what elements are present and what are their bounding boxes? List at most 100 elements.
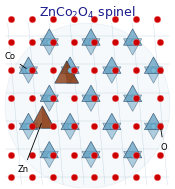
- Point: [48, 153, 51, 156]
- Text: ZnCo$_2$O$_4$ spinel: ZnCo$_2$O$_4$ spinel: [39, 4, 136, 21]
- Polygon shape: [124, 151, 142, 168]
- Point: [31, 18, 33, 21]
- Polygon shape: [82, 95, 100, 111]
- Point: [93, 125, 96, 128]
- Point: [31, 153, 33, 156]
- Point: [72, 18, 75, 21]
- Polygon shape: [30, 106, 54, 128]
- Point: [72, 153, 75, 156]
- Point: [31, 97, 33, 100]
- Polygon shape: [124, 141, 142, 158]
- Point: [10, 176, 12, 179]
- Point: [110, 69, 113, 72]
- Polygon shape: [82, 29, 100, 45]
- Point: [131, 97, 134, 100]
- Ellipse shape: [5, 23, 170, 188]
- Point: [31, 125, 33, 128]
- Polygon shape: [19, 57, 38, 73]
- Point: [10, 125, 12, 128]
- Point: [10, 69, 12, 72]
- Polygon shape: [144, 67, 163, 83]
- Point: [114, 153, 117, 156]
- Point: [93, 176, 96, 179]
- Point: [114, 18, 117, 21]
- Point: [114, 125, 117, 128]
- Point: [159, 125, 162, 128]
- Point: [135, 97, 138, 100]
- Point: [93, 97, 96, 100]
- Polygon shape: [19, 67, 38, 83]
- Point: [51, 176, 54, 179]
- Polygon shape: [61, 67, 79, 83]
- Point: [51, 18, 54, 21]
- Point: [69, 69, 72, 72]
- Point: [51, 40, 54, 43]
- Point: [93, 40, 96, 43]
- Polygon shape: [61, 57, 79, 73]
- Point: [93, 69, 96, 72]
- Point: [90, 97, 92, 100]
- Point: [114, 40, 117, 43]
- Point: [51, 125, 54, 128]
- Polygon shape: [103, 123, 121, 139]
- Polygon shape: [124, 29, 142, 45]
- Point: [51, 153, 54, 156]
- Point: [159, 69, 162, 72]
- Polygon shape: [103, 67, 121, 83]
- Polygon shape: [103, 113, 121, 130]
- Polygon shape: [19, 113, 38, 130]
- Point: [72, 176, 75, 179]
- Point: [131, 40, 134, 43]
- Point: [72, 40, 75, 43]
- Polygon shape: [40, 85, 58, 101]
- Polygon shape: [19, 123, 38, 139]
- Point: [10, 97, 12, 100]
- Point: [72, 69, 75, 72]
- Point: [135, 176, 138, 179]
- Point: [51, 97, 54, 100]
- Point: [135, 69, 138, 72]
- Point: [51, 69, 54, 72]
- Point: [93, 18, 96, 21]
- Point: [156, 176, 158, 179]
- Text: Zn: Zn: [18, 123, 41, 174]
- Polygon shape: [82, 151, 100, 168]
- Point: [135, 40, 138, 43]
- Point: [69, 125, 72, 128]
- Polygon shape: [82, 141, 100, 158]
- Polygon shape: [61, 123, 79, 139]
- Point: [31, 176, 33, 179]
- Point: [152, 69, 155, 72]
- Point: [114, 176, 117, 179]
- Point: [131, 153, 134, 156]
- Polygon shape: [42, 106, 54, 128]
- Point: [135, 153, 138, 156]
- Polygon shape: [124, 85, 142, 101]
- Polygon shape: [103, 57, 121, 73]
- Point: [48, 40, 51, 43]
- Point: [10, 40, 12, 43]
- Point: [135, 125, 138, 128]
- Polygon shape: [82, 85, 100, 101]
- Point: [110, 125, 113, 128]
- Polygon shape: [40, 39, 58, 55]
- Polygon shape: [40, 95, 58, 111]
- Polygon shape: [61, 113, 79, 130]
- Polygon shape: [82, 39, 100, 55]
- Point: [156, 18, 158, 21]
- Polygon shape: [40, 151, 58, 168]
- Point: [135, 18, 138, 21]
- Point: [31, 69, 33, 72]
- Polygon shape: [55, 61, 79, 83]
- Polygon shape: [124, 39, 142, 55]
- Point: [31, 40, 33, 43]
- Polygon shape: [40, 29, 58, 45]
- Point: [27, 69, 30, 72]
- Point: [27, 125, 30, 128]
- Point: [159, 153, 162, 156]
- Polygon shape: [144, 57, 163, 73]
- Text: O: O: [160, 129, 167, 152]
- Polygon shape: [144, 123, 163, 139]
- Point: [10, 18, 12, 21]
- Point: [72, 97, 75, 100]
